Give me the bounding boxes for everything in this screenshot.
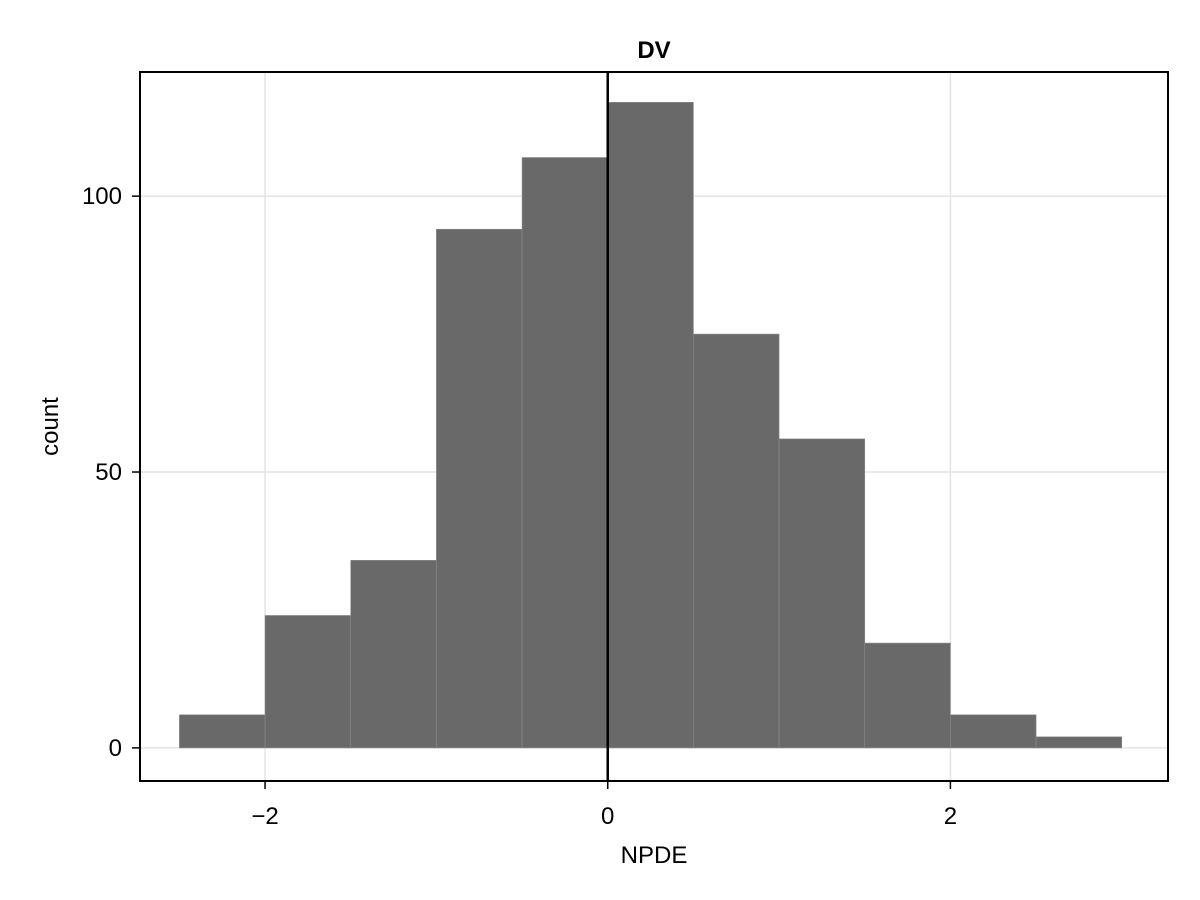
histogram-bar — [1035, 736, 1123, 749]
y-axis-label: count — [37, 397, 64, 456]
x-tick-label: 0 — [601, 803, 614, 830]
histogram-bars — [179, 102, 1123, 749]
histogram-bar — [607, 102, 694, 749]
histogram-bar — [864, 642, 951, 749]
chart-title: DV — [637, 37, 670, 64]
histogram-bar — [264, 615, 352, 749]
y-tick-label: 0 — [109, 735, 122, 762]
y-tick-label: 100 — [82, 183, 122, 210]
x-axis-label: NPDE — [621, 842, 688, 869]
histogram-bar — [693, 333, 780, 749]
x-axis-ticks: −2 0 2 — [251, 781, 957, 830]
plot-frame — [139, 71, 1169, 782]
x-tick-label: −2 — [251, 803, 278, 830]
y-axis-ticks: 0 50 100 — [82, 183, 140, 762]
histogram-bar — [436, 228, 523, 749]
histogram-bar — [179, 714, 266, 749]
histogram-bar — [350, 559, 437, 749]
y-tick-label: 50 — [95, 459, 122, 486]
x-tick-label: 2 — [944, 803, 957, 830]
histogram-bar — [521, 157, 609, 749]
histogram-bar — [778, 438, 866, 749]
histogram-bar — [950, 714, 1037, 749]
